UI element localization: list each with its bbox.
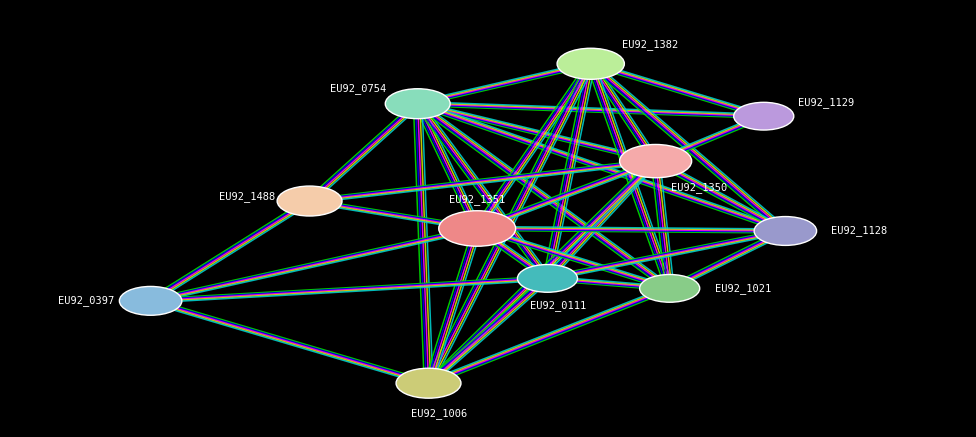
- Circle shape: [754, 217, 817, 246]
- Circle shape: [639, 274, 700, 302]
- Text: EU92_1021: EU92_1021: [715, 283, 771, 294]
- Circle shape: [386, 89, 450, 119]
- Circle shape: [396, 368, 461, 398]
- Circle shape: [517, 264, 578, 292]
- Text: EU92_0754: EU92_0754: [330, 83, 386, 94]
- Circle shape: [620, 145, 692, 178]
- Circle shape: [119, 286, 182, 315]
- Text: EU92_1006: EU92_1006: [411, 408, 468, 419]
- Circle shape: [439, 211, 515, 246]
- Text: EU92_1488: EU92_1488: [219, 191, 275, 202]
- Circle shape: [557, 48, 625, 79]
- Text: EU92_1129: EU92_1129: [798, 97, 855, 108]
- Circle shape: [277, 186, 342, 216]
- Circle shape: [734, 102, 793, 130]
- Text: EU92_1351: EU92_1351: [449, 194, 506, 205]
- Text: EU92_1350: EU92_1350: [671, 182, 727, 193]
- Text: EU92_0397: EU92_0397: [58, 295, 114, 306]
- Text: EU92_0111: EU92_0111: [530, 300, 587, 311]
- Text: EU92_1382: EU92_1382: [622, 39, 678, 50]
- Text: EU92_1128: EU92_1128: [831, 225, 887, 236]
